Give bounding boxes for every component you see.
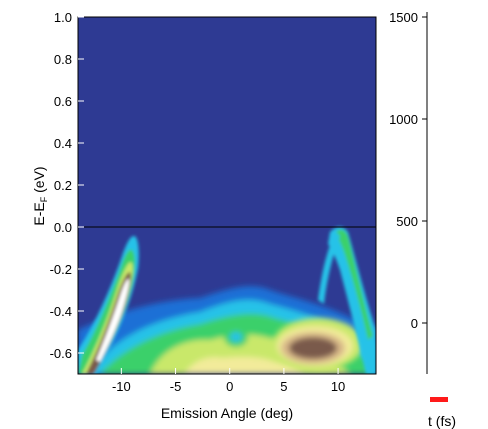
- x-tick-label: 5: [280, 379, 287, 394]
- y-tick-label: 0.2: [54, 178, 72, 193]
- y-tick-label: 0.8: [54, 52, 72, 67]
- y-axis: 1.0 0.8 0.6 0.4 0.2 0.0 -0.2 -0.4 -0.6: [50, 10, 84, 361]
- y-tick-label: 0.6: [54, 94, 72, 109]
- plot-frame: [77, 16, 377, 375]
- x-tick-label: 10: [331, 379, 345, 394]
- x-axis: -10 -5 0 5 10: [112, 368, 345, 394]
- right-tick-label: 0: [411, 316, 418, 331]
- left-arc: [78, 236, 139, 374]
- y-tick-label: 0.4: [54, 136, 72, 151]
- x-axis-title: Emission Angle (deg): [161, 405, 293, 421]
- y-axis-title: E-EF (eV): [31, 166, 49, 225]
- x-tick-label: -5: [170, 379, 182, 394]
- right-branch: [318, 226, 376, 374]
- right-axis-title: t (fs): [428, 413, 456, 429]
- x-tick-label: 0: [226, 379, 233, 394]
- y-tick-label: -0.6: [50, 346, 72, 361]
- intensity-map: [78, 17, 376, 374]
- y-tick-label: -0.2: [50, 262, 72, 277]
- y-tick-label: 0.0: [54, 220, 72, 235]
- right-tick-label: 1500: [389, 10, 418, 25]
- right-axis: 1500 1000 500 0: [389, 10, 427, 331]
- y-tick-label: 1.0: [54, 10, 72, 25]
- y-tick-label: -0.4: [50, 304, 72, 319]
- right-tick-label: 500: [396, 214, 418, 229]
- right-tick-label: 1000: [389, 112, 418, 127]
- time-marker: [430, 397, 448, 402]
- x-tick-label: -10: [112, 379, 131, 394]
- right-hot-spot: [273, 318, 363, 370]
